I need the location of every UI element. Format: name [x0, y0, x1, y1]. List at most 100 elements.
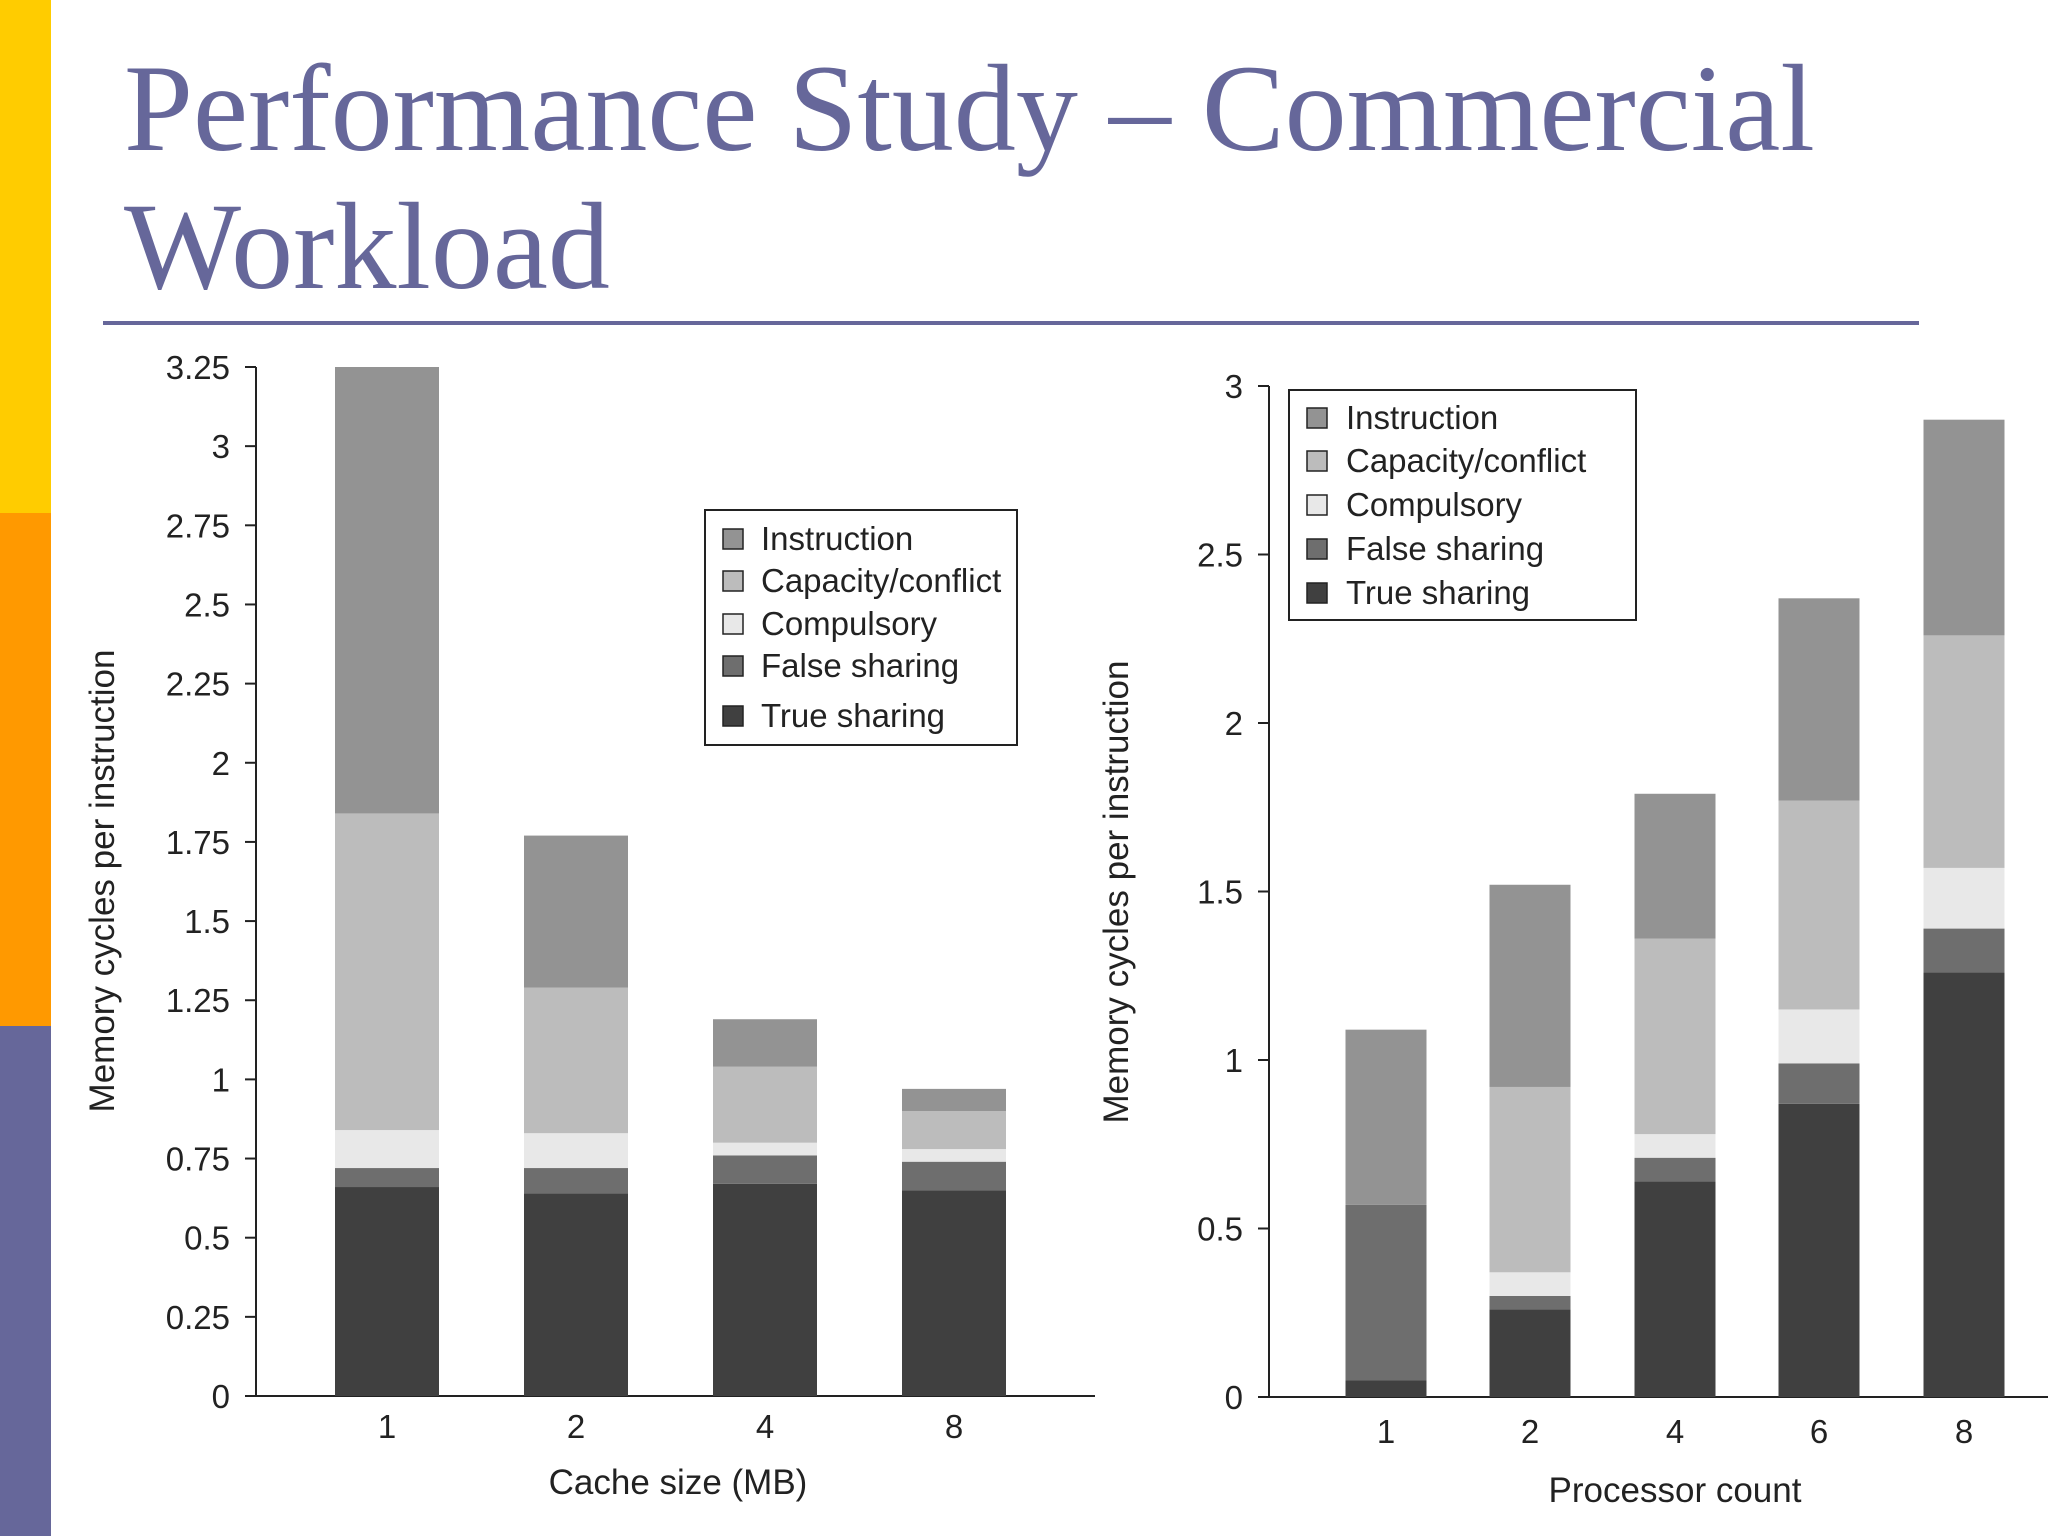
cache-legend-swatch: [722, 705, 744, 727]
proc-legend-label: True sharing: [1346, 574, 1530, 611]
proc-x-tick-label: 6: [1810, 1413, 1828, 1450]
proc-bar-segment: [1778, 1063, 1860, 1104]
cache-legend-label: Capacity/conflict: [761, 562, 1001, 599]
cache-bar-segment: [524, 987, 628, 1134]
cache-legend-swatch: [722, 528, 744, 550]
cache-y-tick-label: 2: [212, 745, 230, 782]
cache-bar-segment: [335, 367, 439, 814]
proc-bar-segment: [1489, 884, 1571, 1087]
proc-bar-segment: [1923, 419, 2005, 636]
cache-y-tick-label: 0.5: [184, 1220, 230, 1257]
accent-bar-purple: [0, 1026, 51, 1536]
proc-bar-segment: [1778, 1103, 1860, 1397]
proc-y-tick-label: 1.5: [1197, 874, 1243, 911]
proc-legend-swatch: [1306, 538, 1328, 560]
proc-x-tick-label: 2: [1521, 1413, 1539, 1450]
cache-y-tick-label: 1.75: [166, 824, 230, 861]
cache-bar-segment: [902, 1161, 1006, 1191]
cache-x-tick-label: 2: [567, 1408, 585, 1445]
proc-y-tick-label: 2: [1225, 705, 1243, 742]
cache-bar-segment: [335, 1130, 439, 1169]
proc-legend-label: Compulsory: [1346, 486, 1523, 523]
cache-bar-segment: [713, 1142, 817, 1156]
title-rule: [103, 321, 1919, 325]
accent-bar-orange: [0, 513, 51, 1026]
cache-y-tick-label: 0: [212, 1378, 230, 1415]
proc-bar-segment: [1923, 635, 2005, 868]
cache-y-axis-title: Memory cycles per instruction: [83, 650, 122, 1113]
cache-y-tick-label: 2.75: [166, 507, 230, 544]
proc-bar-segment: [1489, 1272, 1571, 1296]
proc-legend-label: False sharing: [1346, 530, 1544, 567]
cache-bar-segment: [902, 1149, 1006, 1162]
cache-bar-segment: [524, 1133, 628, 1169]
cache-y-tick-label: 1: [212, 1061, 230, 1098]
proc-bar-segment: [1489, 1309, 1571, 1397]
proc-bar-segment: [1923, 867, 2005, 929]
proc-y-axis-title: Memory cycles per instruction: [1097, 661, 1136, 1124]
cache-legend-label: Compulsory: [761, 605, 938, 642]
proc-bar-segment: [1778, 1009, 1860, 1064]
cache-legend-label: True sharing: [761, 697, 945, 734]
cache-bar-segment: [524, 1168, 628, 1194]
cache-bar-segment: [713, 1155, 817, 1184]
proc-bar-segment: [1923, 972, 2005, 1397]
cache-legend-label: Instruction: [761, 520, 913, 557]
proc-legend-swatch: [1306, 407, 1328, 429]
proc-bar-segment: [1634, 1134, 1716, 1158]
cache-legend: [704, 509, 1018, 746]
proc-bar-segment: [1634, 793, 1716, 939]
cache-bar-segment: [902, 1190, 1006, 1396]
proc-bar-segment: [1345, 1204, 1427, 1381]
cache-y-tick-label: 0.25: [166, 1299, 230, 1336]
cache-bar-segment: [713, 1066, 817, 1143]
cache-bar-segment: [335, 813, 439, 1131]
cache-bar-segment: [902, 1088, 1006, 1112]
proc-legend-swatch: [1306, 494, 1328, 516]
cache-bar-segment: [335, 1187, 439, 1396]
proc-bar-segment: [1923, 928, 2005, 973]
proc-bar-segment: [1778, 598, 1860, 801]
proc-legend-swatch: [1306, 450, 1328, 472]
proc-bar-segment: [1489, 1295, 1571, 1310]
proc-legend: [1288, 389, 1637, 621]
cache-legend-swatch: [722, 570, 744, 592]
proc-y-tick-label: 2.5: [1197, 537, 1243, 574]
cache-bar-segment: [335, 1168, 439, 1188]
proc-x-axis-title: Processor count: [1549, 1471, 1802, 1510]
cache-legend-swatch: [722, 613, 744, 635]
cache-y-tick-label: 3.25: [166, 349, 230, 386]
cache-bar-segment: [713, 1019, 817, 1067]
cache-bar-segment: [713, 1183, 817, 1396]
cache-y-tick-label: 2.5: [184, 586, 230, 623]
cache-size-chart: 0 0.25 0.5 0.75 1 1.25 1.5 1.75 2 2.25 2.5 2.75 3 3.2…: [83, 349, 1095, 1502]
cache-y-tick-label: 2.25: [166, 666, 230, 703]
cache-bar-segment: [902, 1111, 1006, 1150]
cache-y-tick-label: 0.75: [166, 1141, 230, 1178]
proc-legend-label: Capacity/conflict: [1346, 442, 1586, 479]
cache-legend-swatch: [722, 655, 744, 677]
proc-x-tick-label: 8: [1955, 1413, 1973, 1450]
proc-bar-segment: [1345, 1380, 1427, 1397]
proc-bar-segment: [1634, 938, 1716, 1135]
proc-bar-segment: [1634, 1157, 1716, 1182]
proc-bar-segment: [1778, 800, 1860, 1010]
proc-legend-label: Instruction: [1346, 399, 1498, 436]
cache-x-tick-label: 4: [756, 1408, 774, 1445]
cache-legend-label: False sharing: [761, 647, 959, 684]
cache-bar-segment: [524, 835, 628, 988]
proc-y-tick-label: 0.5: [1197, 1211, 1243, 1248]
cache-y-tick-label: 3: [212, 428, 230, 465]
slide-title: Performance Study – Commercial Workload: [124, 40, 1815, 315]
proc-bar-segment: [1634, 1181, 1716, 1397]
proc-y-tick-label: 0: [1225, 1379, 1243, 1416]
cache-y-tick-label: 1.25: [166, 982, 230, 1019]
cache-x-tick-label: 1: [378, 1408, 396, 1445]
proc-bar-segment: [1489, 1086, 1571, 1273]
proc-legend-swatch: [1306, 582, 1328, 604]
proc-y-tick-label: 3: [1225, 368, 1243, 405]
cache-x-axis-title: Cache size (MB): [549, 1463, 808, 1502]
proc-y-tick-label: 1: [1225, 1042, 1243, 1079]
cache-y-tick-label: 1.5: [184, 903, 230, 940]
